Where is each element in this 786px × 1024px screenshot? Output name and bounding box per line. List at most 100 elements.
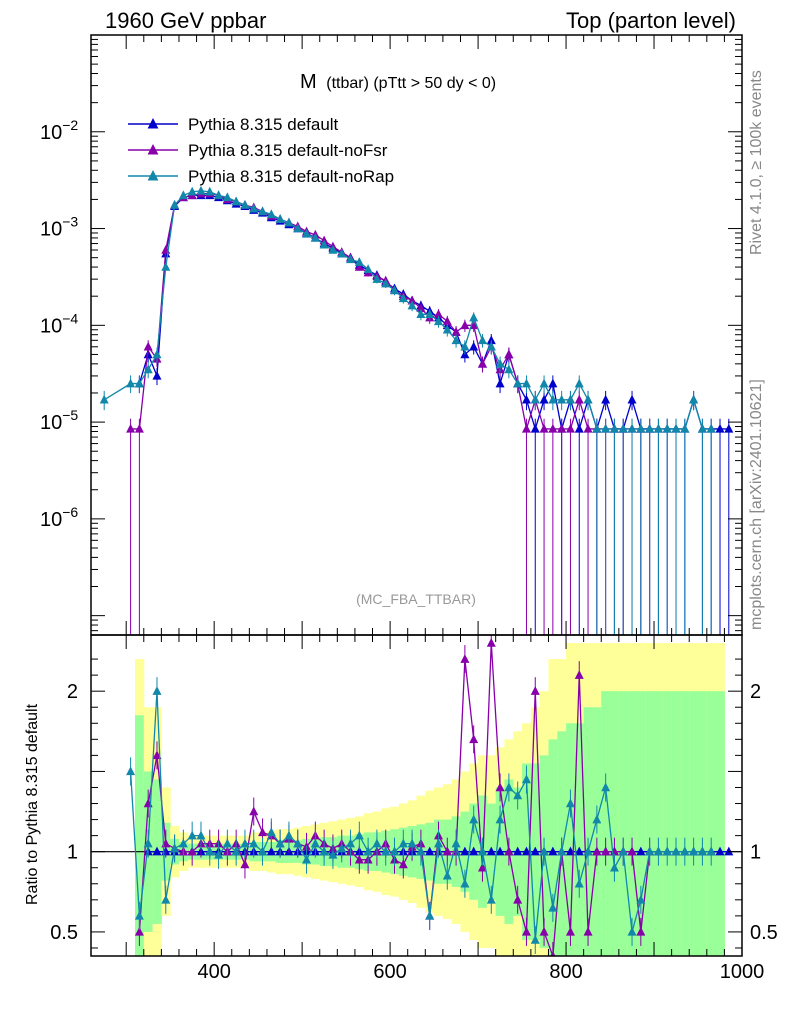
data-point xyxy=(302,228,312,238)
ratio-point xyxy=(548,846,558,856)
ratio-point xyxy=(583,846,593,856)
ratio-y-tick-label: 0.5 xyxy=(50,922,78,944)
ratio-point xyxy=(539,846,549,856)
ratio-point xyxy=(354,830,364,840)
ratio-point xyxy=(126,766,136,776)
series-line xyxy=(103,190,712,430)
ratio-point xyxy=(240,859,250,869)
data-point xyxy=(477,358,487,368)
data-point xyxy=(601,394,611,404)
ratio-point xyxy=(706,846,716,856)
plot-title-sub: (ttbar) (pTtt > 50 dy < 0) xyxy=(326,75,496,92)
ratio-point xyxy=(513,894,523,904)
data-point xyxy=(205,186,215,196)
ratio-point xyxy=(231,846,241,856)
ratio-point xyxy=(557,846,567,856)
data-point xyxy=(451,327,461,336)
band-green-bin xyxy=(662,691,673,956)
y-tick-label: 10−6 xyxy=(40,504,78,531)
data-point xyxy=(460,320,470,330)
band-green-bin xyxy=(715,691,725,956)
data-point xyxy=(407,300,417,310)
ratio-point xyxy=(187,830,197,840)
data-point xyxy=(442,316,452,326)
band-green-bin xyxy=(698,691,708,956)
data-point xyxy=(354,257,364,266)
band-green-bin xyxy=(134,715,145,956)
data-point xyxy=(548,378,558,388)
data-point xyxy=(539,423,549,433)
ratio-point xyxy=(284,830,294,840)
data-point xyxy=(231,196,241,206)
ratio-point xyxy=(187,846,197,856)
band-green-bin xyxy=(627,691,637,956)
ratio-point xyxy=(143,838,153,848)
plot-title-main: M xyxy=(300,71,317,93)
ratio-point xyxy=(539,926,549,936)
data-point xyxy=(161,262,171,271)
ratio-point xyxy=(381,846,391,856)
y-tick-label: 10−2 xyxy=(40,117,78,144)
ratio-point xyxy=(565,798,575,808)
data-point xyxy=(530,423,540,433)
data-point xyxy=(627,394,637,404)
data-point xyxy=(609,423,619,433)
ratio-point xyxy=(609,862,619,872)
data-point xyxy=(460,341,470,351)
data-point xyxy=(170,200,180,209)
ratio-point xyxy=(601,782,611,792)
ratio-point xyxy=(550,951,556,956)
band-green-bin xyxy=(706,691,717,956)
ratio-point xyxy=(354,854,364,864)
y-tick-label: 10−3 xyxy=(40,214,78,241)
band-green-bin xyxy=(680,691,690,956)
data-point xyxy=(645,423,655,433)
ratio-point xyxy=(469,814,479,824)
data-point xyxy=(258,206,268,216)
data-point xyxy=(592,423,602,433)
data-point xyxy=(425,309,435,319)
ratio-point xyxy=(161,894,171,904)
ratio-point xyxy=(442,846,452,856)
band-green-bin xyxy=(671,691,681,956)
ratio-point xyxy=(258,827,268,837)
ratio-frame xyxy=(90,634,743,957)
ratio-point xyxy=(425,846,435,856)
ratio-point xyxy=(398,838,408,848)
ratio-point xyxy=(469,734,479,744)
ratio-point xyxy=(565,926,575,936)
ratio-point xyxy=(451,838,461,848)
ratio-point xyxy=(530,934,540,944)
ratio-point xyxy=(222,838,232,848)
ratio-point xyxy=(671,846,681,856)
data-point xyxy=(319,239,329,249)
data-point xyxy=(521,423,531,433)
data-point xyxy=(390,285,400,295)
ratio-point xyxy=(407,838,417,848)
ratio-point xyxy=(134,910,144,920)
ratio-point xyxy=(653,846,663,856)
data-point xyxy=(293,223,303,233)
ratio-point xyxy=(583,926,593,936)
band-green-bin xyxy=(689,691,699,956)
ratio-point xyxy=(425,910,435,920)
ratio-point xyxy=(486,894,496,904)
data-point xyxy=(240,200,250,209)
ratio-point xyxy=(460,846,470,856)
ratio-point xyxy=(680,846,690,856)
header-left: 1960 GeV ppbar xyxy=(105,8,266,33)
data-point xyxy=(557,423,567,433)
series-line xyxy=(130,192,650,430)
data-point xyxy=(565,423,575,433)
ratio-point xyxy=(293,838,303,848)
data-point xyxy=(126,378,136,388)
band-green-bin xyxy=(574,723,585,956)
data-point xyxy=(557,394,567,404)
data-point xyxy=(381,278,391,288)
ratio-point xyxy=(627,846,637,856)
ratio-point xyxy=(302,854,312,864)
ratio-point xyxy=(627,926,637,936)
ratio-y-tick-label-right: 1 xyxy=(750,842,761,864)
ratio-y-tick-label-right: 2 xyxy=(750,681,761,703)
data-point xyxy=(143,364,153,374)
